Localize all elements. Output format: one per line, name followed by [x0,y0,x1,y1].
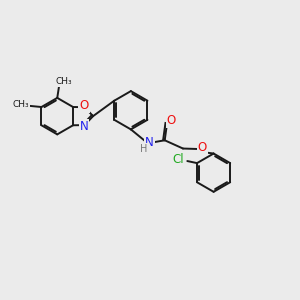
Text: H: H [140,144,148,154]
Text: CH₃: CH₃ [56,77,72,86]
Text: O: O [79,99,88,112]
Text: O: O [197,141,207,154]
Text: N: N [145,136,154,149]
Text: O: O [167,114,176,127]
Text: CH₃: CH₃ [13,100,29,109]
Text: N: N [80,120,88,134]
Text: Cl: Cl [173,153,184,166]
